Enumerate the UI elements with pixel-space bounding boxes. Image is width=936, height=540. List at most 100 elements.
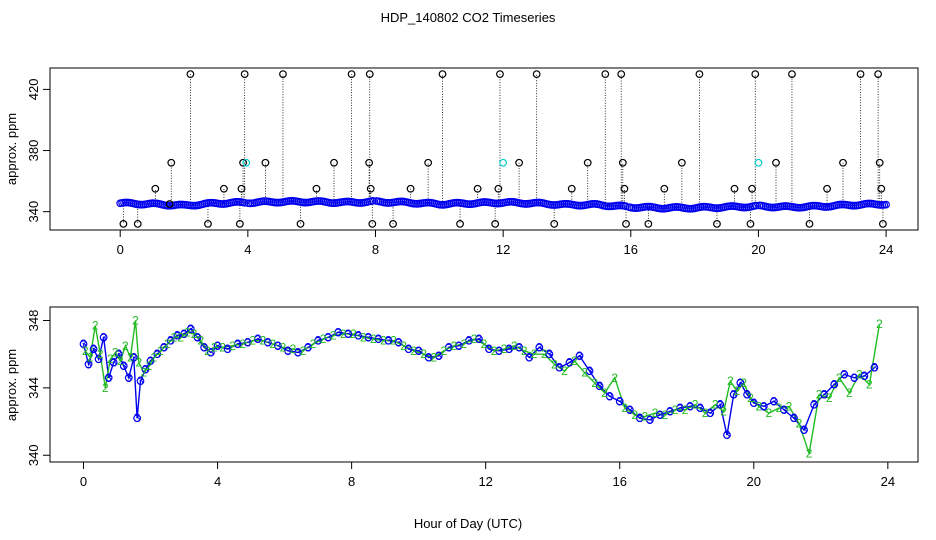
spike-point [515, 158, 524, 167]
spike-point [856, 70, 865, 79]
series-3-point [94, 355, 103, 364]
series-2-label: 2 [621, 401, 628, 415]
series-3-point [810, 400, 819, 409]
series-3-point [840, 370, 849, 379]
series-2-label: 2 [866, 378, 873, 392]
series-2-label: 2 [390, 334, 397, 348]
series-3-point [104, 373, 113, 382]
series-3-label: 3 [130, 351, 137, 365]
series-3-label: 3 [355, 329, 362, 343]
spike-point [620, 184, 629, 193]
series-3-point [830, 380, 839, 389]
series-2-label: 2 [177, 330, 184, 344]
series-3-label: 3 [576, 349, 583, 363]
series-2-label: 2 [211, 340, 218, 354]
series-3-label: 3 [134, 411, 141, 425]
series-3-label: 3 [194, 330, 201, 344]
chart-title: HDP_140802 CO2 Timeseries [381, 10, 556, 25]
series-3-point [656, 410, 664, 419]
series-3-point [615, 397, 624, 406]
series-3-point [444, 343, 453, 352]
series-2-label: 2 [450, 339, 457, 353]
spike-point [133, 219, 142, 228]
spike-point [239, 158, 247, 167]
spike-point [622, 219, 630, 228]
series-3-point [686, 402, 695, 411]
series-3-point [284, 346, 292, 355]
series-3-label: 3 [244, 335, 251, 349]
series-2-label: 2 [846, 386, 853, 400]
series-3-label: 3 [214, 339, 221, 353]
series-3-label: 3 [851, 371, 858, 385]
series-3-point [354, 331, 363, 340]
series-3-point [213, 341, 222, 350]
spike-point [491, 219, 500, 228]
series-2-label: 2 [740, 376, 747, 390]
series-3-label: 3 [385, 334, 392, 348]
series-3-point [84, 360, 93, 369]
series-2-label: 2 [197, 334, 204, 348]
series-2-label: 2 [290, 342, 297, 356]
series-3-point [160, 343, 168, 352]
series-3-point [495, 346, 503, 355]
top-x-tick-label: 8 [372, 242, 379, 257]
spike-point [366, 184, 375, 193]
series-3-point [465, 336, 473, 345]
spike-point [695, 70, 704, 79]
spike-point [788, 70, 796, 79]
series-3-point [109, 358, 118, 367]
series-3-label: 3 [707, 406, 714, 420]
series-2-label: 2 [561, 364, 568, 378]
series-3-label: 3 [425, 351, 432, 365]
spike-point [389, 219, 397, 228]
top-x-tick-label: 24 [879, 242, 893, 257]
top-baseline [116, 196, 890, 213]
series-3-label: 3 [295, 345, 302, 359]
series-2-label: 2 [755, 399, 762, 413]
series-3-point [505, 345, 514, 354]
series-3-label: 3 [345, 327, 352, 341]
series-3-point [153, 350, 162, 359]
series-3-label: 3 [187, 322, 194, 336]
series-2-label: 2 [270, 337, 277, 351]
spike-point [296, 219, 305, 228]
series-3-point [414, 346, 423, 355]
series-3-point [141, 365, 150, 374]
series-2-label: 2 [127, 351, 134, 365]
spike-point [713, 219, 721, 228]
spike-point [424, 158, 433, 167]
series-3-label: 3 [110, 356, 117, 370]
spike-point [875, 158, 884, 167]
series-3-point [263, 338, 272, 347]
series-3-label: 3 [556, 361, 563, 375]
series-2-label: 2 [521, 344, 528, 358]
bottom-y-tick-label: 344 [26, 377, 41, 399]
series-3-point [146, 357, 155, 365]
series-2-label: 2 [734, 384, 741, 398]
series-3-label: 3 [201, 340, 208, 354]
series-3-label: 3 [744, 388, 751, 402]
series-3-point [485, 345, 493, 354]
series-3-label: 3 [80, 337, 87, 351]
series-2-label: 2 [702, 406, 709, 420]
series-3-label: 3 [791, 411, 798, 425]
series-3-point [180, 330, 188, 338]
series-3-point [666, 407, 674, 416]
spike-point [186, 70, 195, 79]
series-3-label: 3 [254, 332, 261, 346]
series-3-label: 3 [305, 340, 312, 354]
series-2-label: 2 [229, 339, 236, 353]
series-3-point [364, 333, 373, 342]
series-2-label: 2 [816, 388, 823, 402]
spike-point [601, 70, 610, 79]
series-3-label: 3 [546, 347, 553, 361]
series-3-point [525, 353, 534, 362]
series-2-label: 2 [430, 351, 437, 365]
series-3-point [729, 390, 738, 399]
series-3-label: 3 [115, 347, 122, 361]
series-3-label: 3 [636, 411, 643, 425]
top-x-tick-label: 20 [751, 242, 765, 257]
series-2-label: 2 [410, 344, 417, 358]
series-2-label: 2 [591, 376, 598, 390]
